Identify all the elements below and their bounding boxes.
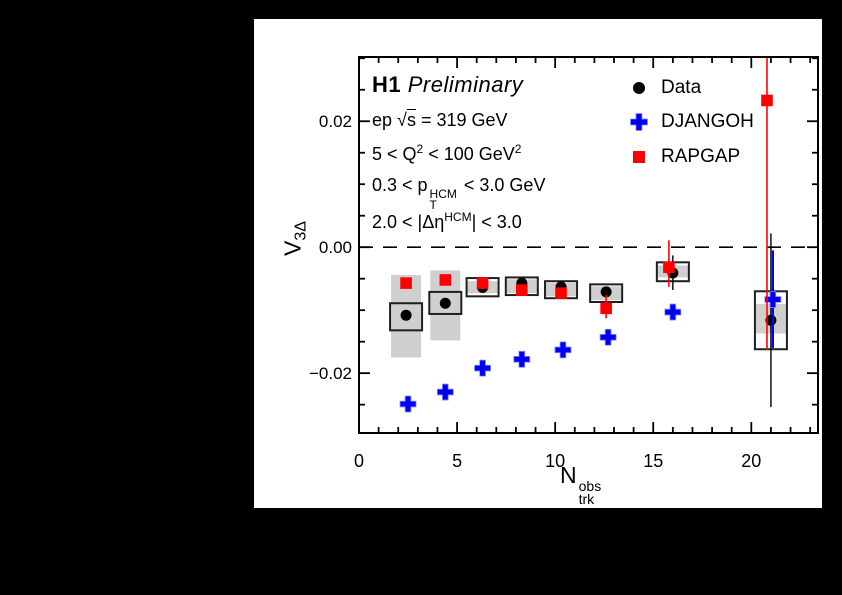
plot-frame bbox=[358, 56, 819, 434]
xlabel-sub: trk bbox=[578, 490, 595, 507]
ylabel-sub: 3Δ bbox=[292, 221, 310, 241]
eta-a: 2.0 < |Δη bbox=[372, 212, 445, 232]
y-tick-label: 0.00 bbox=[319, 238, 352, 257]
rapgap-point-square bbox=[761, 94, 773, 107]
sqrt-arg: s bbox=[406, 110, 416, 130]
djangoh-point-plus bbox=[399, 395, 417, 413]
eta-b: | < 3.0 bbox=[471, 212, 522, 232]
x-tick-label: 10 bbox=[545, 451, 565, 471]
condition-q2: 5 < Q2 < 100 GeV2 bbox=[372, 142, 521, 165]
djangoh-point-plus bbox=[436, 383, 454, 401]
sqrt-symbol: √ bbox=[397, 110, 407, 130]
y-tick-label: −0.02 bbox=[309, 364, 352, 383]
q2-b: < 100 GeV bbox=[423, 144, 515, 164]
legend-label-data: Data bbox=[661, 77, 702, 98]
chart-svg: 0 5 10 15 20 0.02 0.00 −0.02 bbox=[309, 56, 819, 471]
pt-a: 0.3 < p bbox=[372, 175, 428, 195]
rapgap-point-square bbox=[476, 277, 489, 289]
djangoh-point-plus bbox=[554, 341, 572, 359]
pt-sup: HCM bbox=[429, 186, 457, 201]
y-axis-title: V3Δ bbox=[280, 206, 311, 272]
x-tick-label: 20 bbox=[741, 451, 761, 471]
syst-box bbox=[389, 302, 424, 332]
rapgap-point-square bbox=[400, 277, 412, 289]
djangoh-point-plus bbox=[513, 350, 531, 368]
plot-canvas: 0 5 10 15 20 0.02 0.00 −0.02 H1 Preliminary ep … bbox=[254, 19, 822, 508]
rapgap-marker-icon bbox=[633, 151, 645, 163]
q2-a: 5 < Q bbox=[372, 144, 417, 164]
x-tick-label: 0 bbox=[354, 451, 364, 471]
condition-pt: 0.3 < p HCM T < 3.0 GeV bbox=[372, 175, 545, 211]
rapgap-point-square bbox=[555, 287, 567, 299]
eta-sup: HCM bbox=[444, 210, 472, 224]
x-tick-label: 15 bbox=[643, 451, 663, 471]
legend-label-rapgap: RAPGAP bbox=[661, 146, 741, 167]
energy-value: = 319 GeV bbox=[420, 110, 508, 130]
experiment-name: H1 bbox=[372, 72, 402, 97]
xlabel-subsup: obs trk bbox=[578, 477, 602, 507]
energy-prefix: ep bbox=[372, 110, 393, 130]
preliminary-label: Preliminary bbox=[407, 72, 524, 97]
djangoh-point-plus bbox=[664, 303, 682, 321]
pt-sub: T bbox=[429, 197, 437, 212]
rapgap-point-square bbox=[516, 284, 528, 296]
rapgap-point-square bbox=[600, 302, 612, 315]
x-tick-label: 5 bbox=[452, 451, 462, 471]
xlabel-sup: obs bbox=[578, 477, 602, 494]
data-point-circle bbox=[600, 286, 612, 298]
rapgap-point-square bbox=[663, 261, 675, 274]
data-point-circle bbox=[439, 297, 451, 309]
legend-label-djangoh: DJANGOH bbox=[661, 111, 754, 132]
djangoh-point-plus bbox=[474, 359, 491, 377]
rapgap-point-square bbox=[439, 274, 452, 286]
plot-title: H1 Preliminary bbox=[372, 72, 523, 98]
legend-entry-data: Data bbox=[628, 75, 701, 101]
data-marker-icon bbox=[633, 82, 645, 94]
djangoh-marker-icon bbox=[630, 113, 648, 131]
legend-entry-rapgap: RAPGAP bbox=[628, 144, 740, 170]
condition-energy: ep √s = 319 GeV bbox=[372, 110, 508, 131]
syst-box bbox=[428, 290, 463, 315]
djangoh-point-plus bbox=[764, 291, 782, 308]
ylabel-main: V bbox=[279, 240, 306, 256]
q2-sup2: 2 bbox=[514, 142, 522, 156]
y-tick-label: 0.02 bbox=[319, 112, 352, 131]
condition-eta: 2.0 < |ΔηHCM| < 3.0 bbox=[372, 210, 522, 233]
xlabel-main: N bbox=[560, 462, 577, 488]
q2-sup1: 2 bbox=[416, 142, 424, 156]
djangoh-point-plus bbox=[599, 328, 617, 346]
pt-b: < 3.0 GeV bbox=[463, 175, 546, 195]
legend-entry-djangoh: DJANGOH bbox=[628, 109, 754, 135]
pt-subsup: HCM T bbox=[429, 186, 457, 212]
data-point-circle bbox=[400, 309, 412, 321]
